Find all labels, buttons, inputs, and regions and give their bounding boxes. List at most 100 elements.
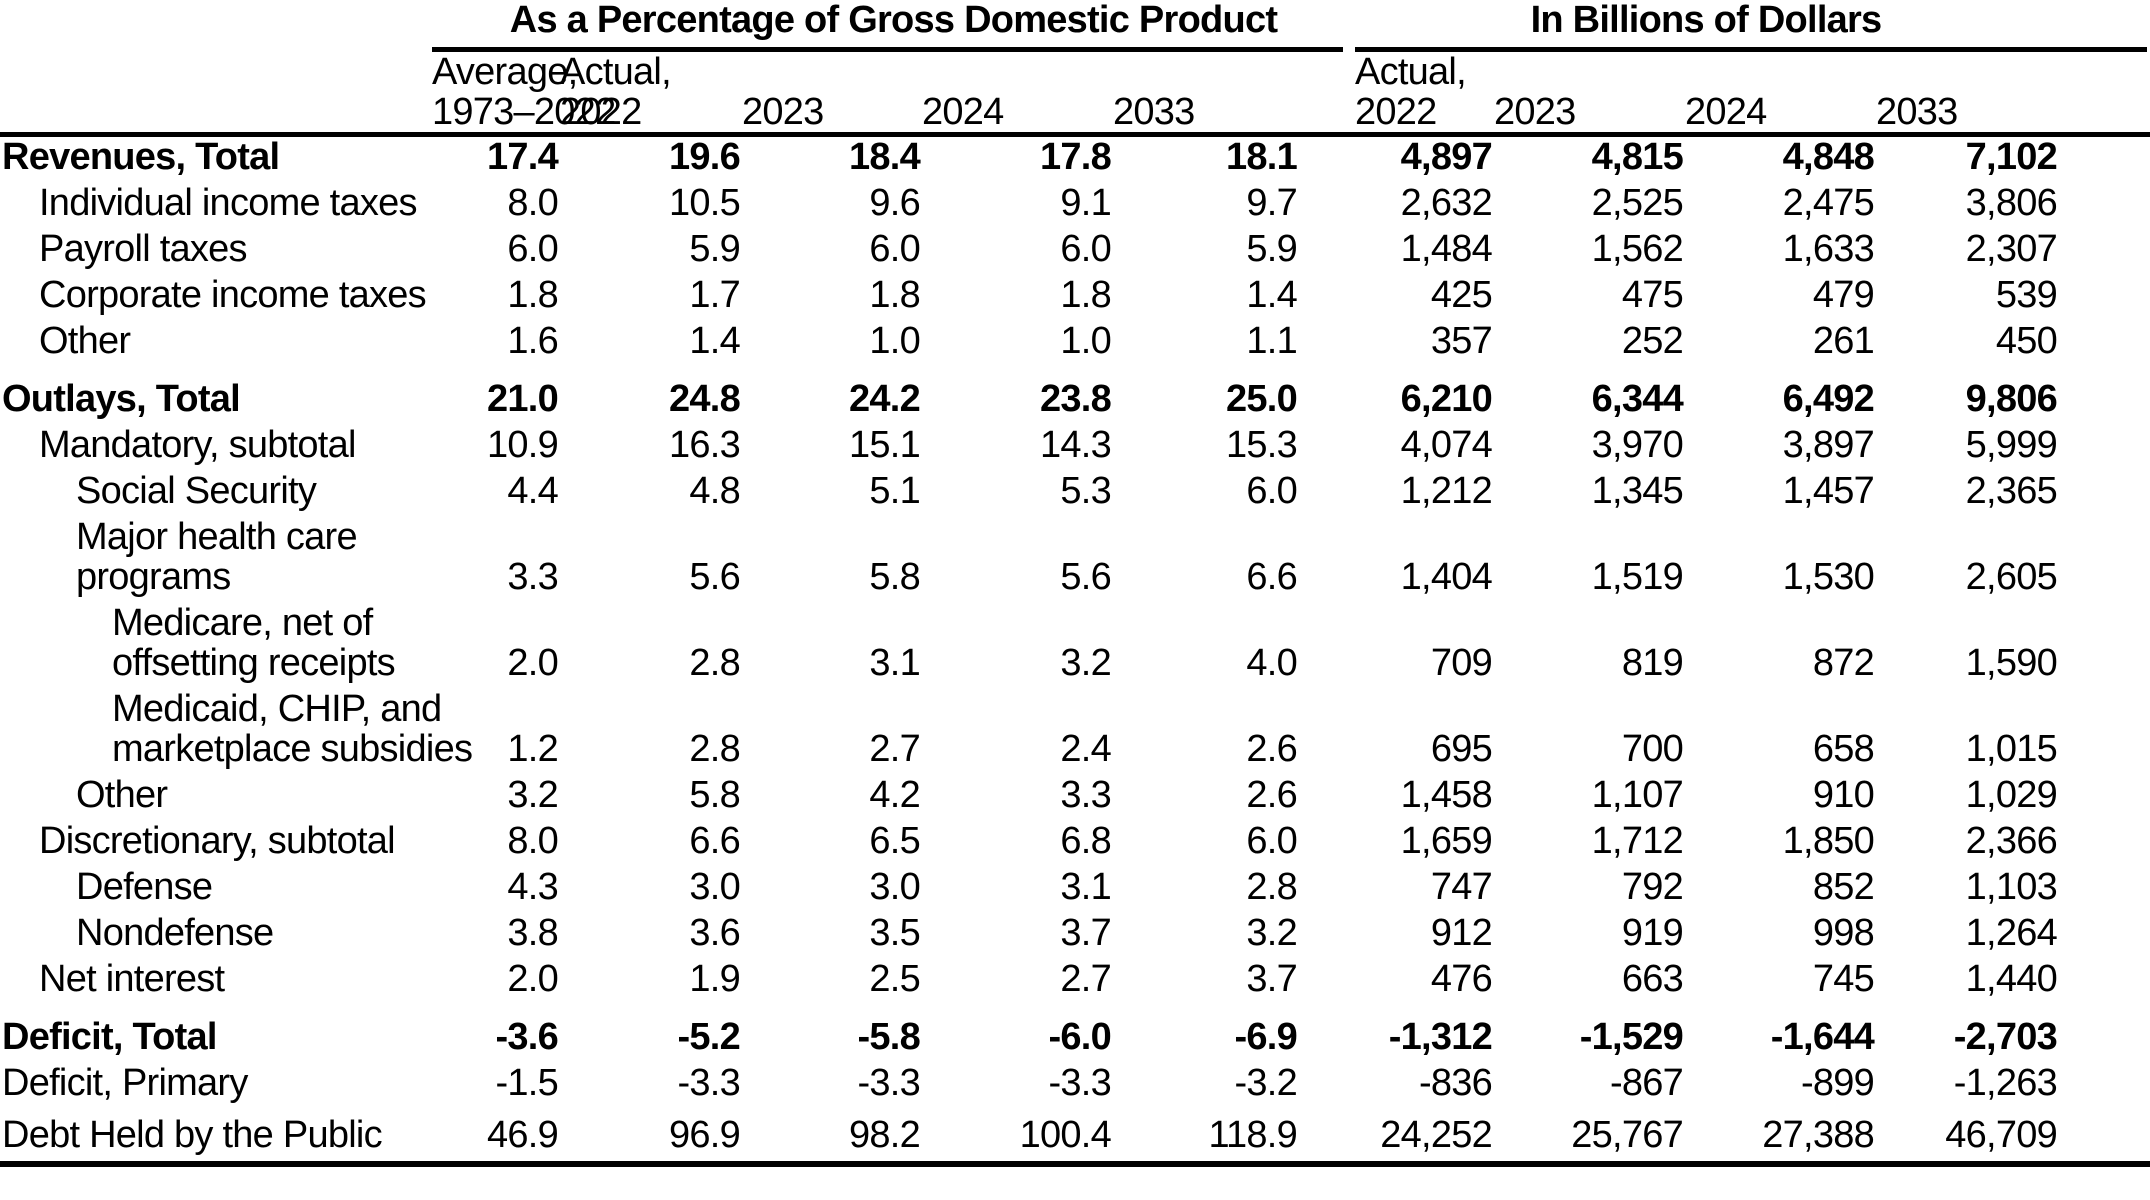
value-cell: 6.5 (869, 820, 920, 862)
value-cell: 1,458 (1400, 774, 1493, 816)
row-label: Nondefense (76, 912, 274, 954)
table-row: Social Security 4.4 4.8 5.1 5.3 6.0 1,212 1,345… (0, 471, 2150, 517)
value-cell: 1.0 (1060, 320, 1111, 362)
value-cell: 2,525 (1591, 182, 1684, 224)
value-cell: 18.1 (1226, 136, 1298, 178)
table-row: Other 1.6 1.4 1.0 1.0 1.1 357 252 261 450 (0, 321, 2150, 367)
value-cell: 3.5 (869, 912, 920, 954)
value-cell: 5.9 (1246, 228, 1297, 270)
value-cell: 476 (1430, 958, 1493, 1000)
col-header-2033-pct: 2033 (1113, 52, 1355, 137)
row-label: Net interest (39, 958, 225, 1000)
value-cell: 3,970 (1591, 424, 1684, 466)
budget-projections-table: As a Percentage of Gross Domestic Produc… (0, 0, 2150, 1167)
value-cell: 17.4 (487, 136, 559, 178)
value-cell: 709 (1430, 642, 1493, 684)
value-cell: 539 (1995, 274, 2058, 316)
value-cell: 3,897 (1782, 424, 1875, 466)
value-cell: 24.2 (849, 378, 921, 420)
value-cell: 16.3 (669, 424, 741, 466)
value-cell: -3.3 (1048, 1062, 1112, 1104)
value-cell: 1,457 (1782, 470, 1875, 512)
value-cell: 2,307 (1965, 228, 2058, 270)
value-cell: 3.3 (507, 556, 558, 598)
value-cell: -2,703 (1953, 1016, 2058, 1058)
value-cell: 6.6 (1246, 556, 1297, 598)
value-cell: 3.1 (1060, 866, 1111, 908)
value-cell: 5.3 (1060, 470, 1111, 512)
value-cell: 3.0 (869, 866, 920, 908)
column-header-row: Average, 1973–2022 Actual, 2022 2023 202… (0, 52, 2150, 137)
row-label: Debt Held by the Public (0, 1109, 432, 1167)
value-cell: 261 (1812, 320, 1875, 362)
value-cell: -1,529 (1579, 1016, 1684, 1058)
value-cell: 1.9 (689, 958, 740, 1000)
table-row: Medicare, net of offsetting receipts 2.0 2… (0, 603, 2150, 689)
value-cell: 6.0 (1060, 228, 1111, 270)
value-cell: -836 (1418, 1062, 1493, 1104)
value-cell: -6.9 (1234, 1016, 1298, 1058)
value-cell: 4,815 (1591, 136, 1684, 178)
value-cell: 25.0 (1226, 378, 1298, 420)
value-cell: 4.2 (869, 774, 920, 816)
value-cell: 1,530 (1782, 556, 1875, 598)
value-cell: 357 (1430, 320, 1493, 362)
row-label: Individual income taxes (39, 182, 418, 224)
value-cell: 9,806 (1965, 378, 2058, 420)
row-label: Payroll taxes (39, 228, 248, 270)
value-cell: 479 (1812, 274, 1875, 316)
row-label: Other (76, 774, 168, 816)
value-cell: 1.4 (689, 320, 740, 362)
value-cell: 2,366 (1965, 820, 2058, 862)
value-cell: -1,263 (1953, 1062, 2058, 1104)
value-cell: 3.7 (1246, 958, 1297, 1000)
value-cell: 998 (1812, 912, 1875, 954)
value-cell: 1,103 (1965, 866, 2058, 908)
value-cell: 747 (1430, 866, 1493, 908)
value-cell: 2.6 (1246, 728, 1297, 770)
value-cell: 1,015 (1965, 728, 2058, 770)
table-row: Discretionary, subtotal 8.0 6.6 6.5 6.8 6.0 1,… (0, 821, 2150, 867)
row-label: Discretionary, subtotal (39, 820, 396, 862)
value-cell: -3.3 (857, 1062, 921, 1104)
row-label: Other (39, 320, 131, 362)
value-cell: 1,850 (1782, 820, 1875, 862)
value-cell: 2,365 (1965, 470, 2058, 512)
row-label: Corporate income taxes (39, 274, 427, 316)
value-cell: 4.0 (1246, 642, 1297, 684)
value-cell: 5.8 (689, 774, 740, 816)
row-label: Revenues, Total (2, 136, 280, 178)
label-column-spacer (0, 0, 432, 52)
group-rule-percent-gdp (432, 47, 1343, 52)
value-cell: 6.0 (1246, 820, 1297, 862)
value-cell: 819 (1621, 642, 1684, 684)
value-cell: 1,029 (1965, 774, 2058, 816)
group-title-billions: In Billions of Dollars (1530, 0, 1883, 41)
table-row: Net interest 2.0 1.9 2.5 2.7 3.7 476 663 745 1,44… (0, 959, 2150, 1005)
table-row: Revenues, Total 17.4 19.6 18.4 17.8 18.1 4,897… (0, 135, 2150, 184)
col-header-2023-pct: 2023 (742, 52, 922, 137)
value-cell: 3.2 (507, 774, 558, 816)
value-cell: 658 (1812, 728, 1875, 770)
table-row: Other 3.2 5.8 4.2 3.3 2.6 1,458 1,107 910 1,029 (0, 775, 2150, 821)
value-cell: 2.6 (1246, 774, 1297, 816)
row-label: Major health care programs (76, 516, 358, 598)
value-cell: 14.3 (1040, 424, 1112, 466)
value-cell: 1,440 (1965, 958, 2058, 1000)
value-cell: 5.1 (869, 470, 920, 512)
table-row: Nondefense 3.8 3.6 3.5 3.7 3.2 912 919 998 1,264 (0, 913, 2150, 959)
value-cell: 1.8 (1060, 274, 1111, 316)
value-cell: 2.7 (1060, 958, 1111, 1000)
value-cell: 700 (1621, 728, 1684, 770)
value-cell: 6,210 (1400, 378, 1493, 420)
group-title-percent-gdp: As a Percentage of Gross Domestic Produc… (509, 0, 1278, 41)
value-cell: 6.8 (1060, 820, 1111, 862)
value-cell: 10.5 (669, 182, 741, 224)
value-cell: 1,404 (1400, 556, 1493, 598)
value-cell: 3.2 (1246, 912, 1297, 954)
value-cell: 252 (1621, 320, 1684, 362)
value-cell: 3.0 (689, 866, 740, 908)
value-cell: 912 (1430, 912, 1493, 954)
col-header-actual-2022-pct: Actual, 2022 (560, 52, 742, 137)
value-cell: 98.2 (742, 1109, 922, 1167)
